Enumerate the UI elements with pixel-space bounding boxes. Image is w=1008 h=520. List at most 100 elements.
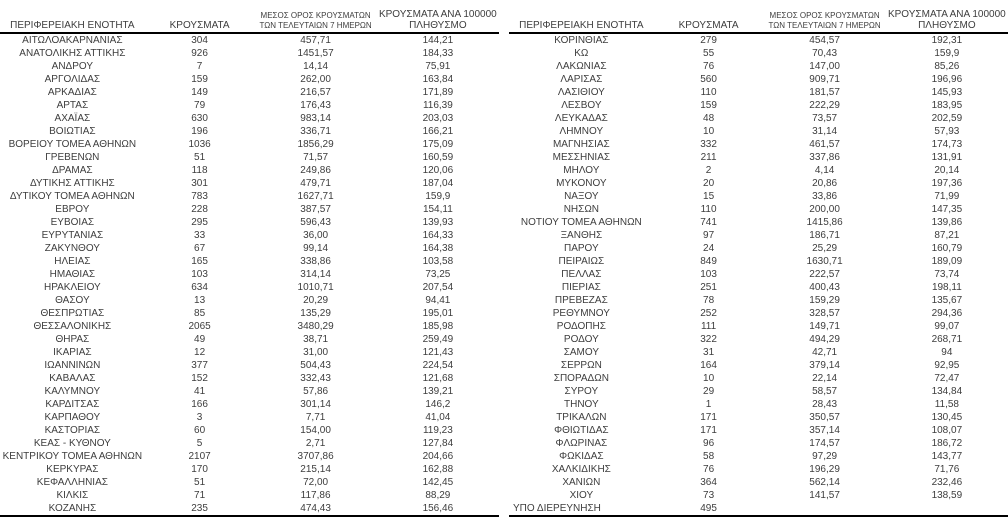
per100k-cell: 147,35 bbox=[931, 204, 963, 215]
region-cell: ΜΥΚΟΝΟΥ bbox=[556, 178, 607, 189]
per100k-cell: 130,45 bbox=[931, 412, 963, 423]
avg7-cell: 387,57 bbox=[300, 204, 331, 215]
header-cases-label: ΚΡΟΥΣΜΑΤΑ bbox=[169, 20, 230, 31]
avg7-cell: 1630,71 bbox=[806, 256, 843, 267]
per100k-cell: 88,29 bbox=[425, 490, 451, 501]
header-region-label: ΠΕΡΙΦΕΡΕΙΑΚΗ ΕΝΟΤΗΤΑ bbox=[519, 20, 644, 31]
avg7-cell: 328,57 bbox=[809, 308, 840, 319]
avg7-cell: 147,00 bbox=[809, 61, 840, 72]
table-row: ΛΕΣΒΟΥ 159 222,29 183,95 bbox=[509, 99, 1008, 112]
cases-cell: 55 bbox=[703, 48, 715, 59]
region-cell: ΣΥΡΟΥ bbox=[564, 386, 599, 397]
per100k-cell: 184,33 bbox=[422, 48, 454, 59]
cases-cell: 295 bbox=[191, 217, 208, 228]
cases-cell: 60 bbox=[194, 425, 206, 436]
avg7-cell: 1010,71 bbox=[297, 282, 334, 293]
cases-cell: 165 bbox=[191, 256, 208, 267]
per100k-cell: 121,43 bbox=[422, 347, 454, 358]
cases-cell: 103 bbox=[700, 269, 717, 280]
region-cell: ΠΡΕΒΕΖΑΣ bbox=[554, 295, 608, 306]
avg7-cell: 31,00 bbox=[303, 347, 329, 358]
region-cell: ΕΥΒΟΙΑΣ bbox=[50, 217, 95, 228]
avg7-cell: 97,29 bbox=[812, 451, 838, 462]
cases-cell: 96 bbox=[703, 438, 715, 449]
avg7-cell: 562,14 bbox=[809, 477, 840, 488]
cases-cell: 849 bbox=[700, 256, 717, 267]
region-cell: ΕΒΡΟΥ bbox=[55, 204, 90, 215]
header-per100k-line1: ΚΡΟΥΣΜΑΤΑ ΑΝΑ 100000 bbox=[887, 9, 1006, 20]
avg7-cell: 479,71 bbox=[300, 178, 331, 189]
region-cell: ΝΗΣΩΝ bbox=[563, 204, 600, 215]
region-cell: ΤΗΝΟΥ bbox=[564, 399, 599, 410]
avg7-cell: 196,29 bbox=[809, 464, 840, 475]
region-cell: ΦΩΚΙΔΑΣ bbox=[559, 451, 604, 462]
per100k-cell: 294,36 bbox=[931, 308, 963, 319]
avg7-cell: 36,00 bbox=[303, 230, 329, 241]
cases-cell: 76 bbox=[703, 61, 715, 72]
cases-cell: 29 bbox=[703, 386, 715, 397]
avg7-cell: 174,57 bbox=[809, 438, 840, 449]
per100k-cell: 72,47 bbox=[934, 373, 960, 384]
per100k-cell: 197,36 bbox=[931, 178, 963, 189]
cases-cell: 495 bbox=[700, 503, 717, 514]
cases-cell: 783 bbox=[191, 191, 208, 202]
avg7-cell: 58,57 bbox=[812, 386, 838, 397]
region-cell: ΑΡΚΑΔΙΑΣ bbox=[47, 87, 97, 98]
table-row: ΜΗΛΟΥ 2 4,14 20,14 bbox=[509, 164, 1008, 177]
per100k-cell: 120,06 bbox=[422, 165, 454, 176]
avg7-cell: 4,14 bbox=[814, 165, 835, 176]
header-cases: ΚΡΟΥΣΜΑΤΑ bbox=[144, 0, 255, 34]
region-cell: ΑΧΑΪΑΣ bbox=[54, 113, 91, 124]
per100k-cell: 139,86 bbox=[931, 217, 963, 228]
table-row: ΠΑΡΟΥ 24 25,29 160,79 bbox=[509, 242, 1008, 255]
cases-cell: 51 bbox=[194, 477, 206, 488]
cases-cell: 301 bbox=[191, 178, 208, 189]
table-row: ΠΙΕΡΙΑΣ 251 400,43 198,11 bbox=[509, 281, 1008, 294]
table-row: ΔΥΤΙΚΗΣ ΑΤΤΙΚΗΣ 301 479,71 187,04 bbox=[0, 177, 499, 190]
avg7-cell: 25,29 bbox=[812, 243, 838, 254]
per100k-cell: 160,59 bbox=[422, 152, 454, 163]
per100k-cell: 139,93 bbox=[422, 217, 454, 228]
avg7-cell: 461,57 bbox=[809, 139, 840, 150]
region-cell: ΛΗΜΝΟΥ bbox=[559, 126, 604, 137]
avg7-cell: 117,86 bbox=[300, 490, 331, 501]
table-row: ΛΑΚΩΝΙΑΣ 76 147,00 85,26 bbox=[509, 60, 1008, 73]
cases-cell: 159 bbox=[191, 74, 208, 85]
table-row: ΡΟΔΟΥ 322 494,29 268,71 bbox=[509, 333, 1008, 346]
avg7-cell: 176,43 bbox=[300, 100, 331, 111]
region-cell: ΣΑΜΟΥ bbox=[563, 347, 599, 358]
cases-cell: 2107 bbox=[188, 451, 211, 462]
per100k-cell: 99,07 bbox=[934, 321, 960, 332]
avg7-cell: 2,71 bbox=[305, 438, 326, 449]
avg7-cell: 20,29 bbox=[303, 295, 329, 306]
per100k-cell: 232,46 bbox=[931, 477, 963, 488]
header-row: ΠΕΡΙΦΕΡΕΙΑΚΗ ΕΝΟΤΗΤΑ ΚΡΟΥΣΜΑΤΑ ΜΕΣΟΣ ΟΡΟ… bbox=[0, 0, 499, 34]
header-per100k: ΚΡΟΥΣΜΑΤΑ ΑΝΑ 100000 ΠΛΗΘΥΣΜΟ bbox=[885, 0, 1008, 34]
cases-cell: 76 bbox=[703, 464, 715, 475]
avg7-cell: 1856,29 bbox=[297, 139, 334, 150]
avg7-cell: 31,14 bbox=[812, 126, 838, 137]
region-cell: ΚΑΒΑΛΑΣ bbox=[49, 373, 96, 384]
per100k-cell: 174,73 bbox=[931, 139, 963, 150]
region-cell: ΛΑΡΙΣΑΣ bbox=[560, 74, 603, 85]
avg7-cell: 14,14 bbox=[303, 61, 329, 72]
table-row: ΔΡΑΜΑΣ 118 249,86 120,06 bbox=[0, 164, 499, 177]
cases-cell: 111 bbox=[700, 321, 717, 332]
region-cell: ΦΘΙΩΤΙΔΑΣ bbox=[554, 425, 609, 436]
cases-cell: 103 bbox=[191, 269, 208, 280]
table-row: ΚΕΦΑΛΛΗΝΙΑΣ 51 72,00 142,45 bbox=[0, 476, 499, 489]
cases-cell: 73 bbox=[703, 490, 715, 501]
per100k-cell: 164,38 bbox=[422, 243, 454, 254]
table-row: ΗΜΑΘΙΑΣ 103 314,14 73,25 bbox=[0, 268, 499, 281]
cases-cell: 2 bbox=[705, 165, 712, 176]
region-cell: ΚΕΑΣ - ΚΥΘΝΟΥ bbox=[33, 438, 111, 449]
per100k-cell: 145,93 bbox=[931, 87, 963, 98]
table-row: ΦΘΙΩΤΙΔΑΣ 171 357,14 108,07 bbox=[509, 424, 1008, 437]
region-cell: ΚΑΛΥΜΝΟΥ bbox=[44, 386, 101, 397]
region-cell: ΣΠΟΡΑΔΩΝ bbox=[553, 373, 609, 384]
table-row: ΧΙΟΥ 73 141,57 138,59 bbox=[509, 489, 1008, 502]
region-cell: ΛΑΚΩΝΙΑΣ bbox=[556, 61, 607, 72]
table-row: ΦΩΚΙΔΑΣ 58 97,29 143,77 bbox=[509, 450, 1008, 463]
header-region: ΠΕΡΙΦΕΡΕΙΑΚΗ ΕΝΟΤΗΤΑ bbox=[509, 0, 654, 34]
